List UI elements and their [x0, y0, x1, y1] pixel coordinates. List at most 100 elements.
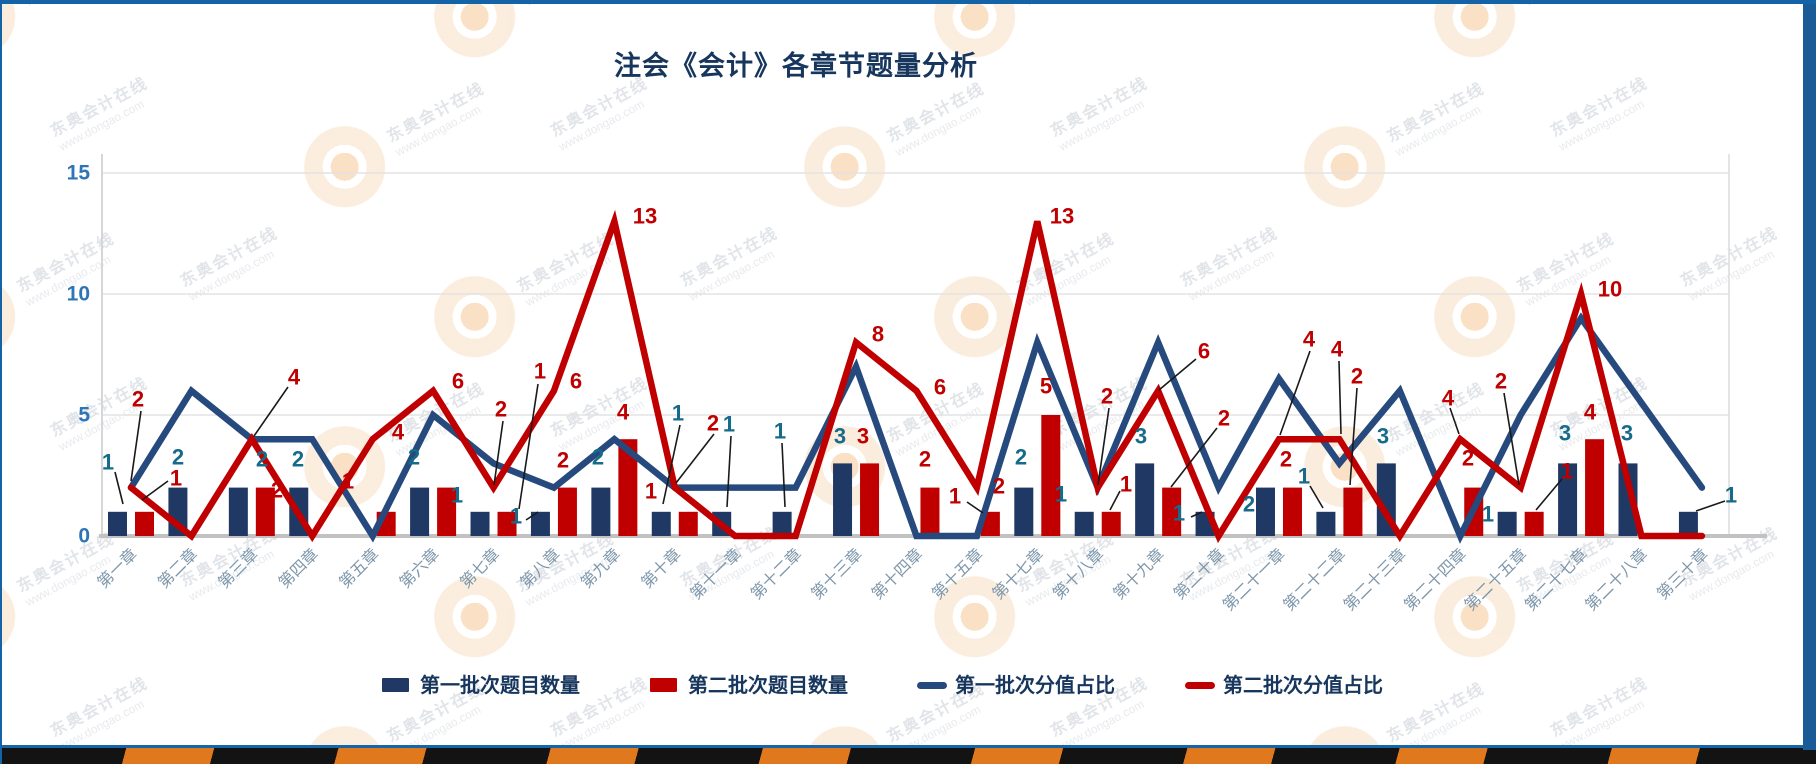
- data-value-label: 13: [1050, 204, 1074, 229]
- data-value-label: 2: [557, 448, 569, 473]
- legend-item-4[interactable]: 第二批次分值占比: [1185, 673, 1383, 697]
- annotation-leader-line: [493, 420, 504, 486]
- data-value-label: 1: [774, 419, 786, 444]
- data-value-label: 1: [451, 483, 463, 508]
- y-axis-tick-label: 0: [78, 525, 90, 548]
- x-axis-tick-label: 第十五章: [929, 545, 987, 603]
- data-value-label: 3: [1559, 421, 1571, 446]
- annotation-leader-line: [1097, 407, 1110, 486]
- data-value-label: 4: [617, 400, 630, 425]
- data-value-label: 3: [857, 424, 869, 449]
- data-value-label: 2: [993, 474, 1005, 499]
- y-axis-tick-label: 5: [78, 404, 90, 427]
- legend-label: 第二批次题目数量: [688, 673, 848, 697]
- x-axis-tick-label: 第五章: [336, 545, 383, 592]
- bar-batch1: [833, 463, 853, 536]
- data-value-label: 1: [102, 450, 114, 475]
- data-value-label: 6: [934, 375, 946, 400]
- data-value-label: 3: [1377, 424, 1389, 449]
- bar-batch1: [1074, 511, 1094, 536]
- legend-line-swatch: [1185, 682, 1215, 689]
- legend-label: 第一批次分值占比: [955, 673, 1115, 697]
- annotation-leader-line: [726, 435, 732, 508]
- legend-item-3[interactable]: 第一批次分值占比: [917, 673, 1115, 697]
- y-axis-tick-label: 10: [67, 283, 90, 306]
- right-border: [1803, 4, 1816, 750]
- data-value-label: 1: [510, 504, 522, 529]
- annotation-leader-line: [1170, 427, 1218, 488]
- legend-label: 第二批次分值占比: [1223, 673, 1383, 697]
- annotation-leader-line: [114, 471, 124, 505]
- bar-batch2: [497, 511, 517, 536]
- data-value-label: 2: [1243, 492, 1255, 517]
- bar-batch1: [651, 511, 671, 536]
- bar-batch1: [530, 511, 550, 536]
- x-axis-tick-label: 第二十二章: [1280, 545, 1349, 614]
- data-value-label: 2: [271, 478, 283, 503]
- x-axis-tick-label: 第十八章: [1050, 545, 1108, 603]
- annotation-leader-line: [1449, 407, 1460, 435]
- legend-bar-swatch: [382, 678, 409, 692]
- bar-batch2: [437, 487, 457, 536]
- annotation-leader-line: [1279, 350, 1311, 436]
- data-value-label: 4: [288, 365, 301, 390]
- x-axis-tick-label: 第三十章: [1654, 545, 1712, 603]
- bar-batch2: [618, 439, 638, 536]
- bar-batch2: [255, 487, 275, 536]
- bar-batch2: [860, 463, 880, 536]
- data-value-label: 2: [132, 387, 144, 412]
- x-axis-tick-label: 第十三章: [808, 545, 866, 603]
- data-value-label: 1: [1173, 501, 1185, 526]
- bar-batch2: [1162, 487, 1182, 536]
- data-value-label: 4: [1303, 327, 1316, 352]
- bar-batch2: [557, 487, 577, 536]
- data-value-label: 1: [672, 401, 684, 426]
- data-value-label: 10: [1598, 277, 1622, 302]
- bar-batch1: [1316, 511, 1336, 536]
- legend-item-1[interactable]: 第一批次题目数量: [382, 673, 580, 697]
- bottom-decorative-band: [2, 745, 1816, 764]
- bar-batch1: [1135, 463, 1155, 536]
- x-axis-tick-label: 第四章: [275, 545, 322, 592]
- data-value-label: 1: [645, 479, 657, 504]
- data-value-label: 1: [1561, 459, 1573, 484]
- data-value-label: 2: [1101, 384, 1113, 409]
- data-value-label: 2: [1015, 445, 1027, 470]
- annotation-leader-line: [1503, 392, 1520, 486]
- bar-batch1: [772, 511, 792, 536]
- bar-batch2: [1101, 511, 1121, 536]
- data-value-label: 1: [170, 466, 182, 491]
- x-axis-tick-label: 第十二章: [747, 545, 805, 603]
- x-axis-tick-label: 第六章: [396, 545, 443, 592]
- annotation-leader-line: [1109, 490, 1121, 511]
- bar-batch1: [591, 487, 611, 536]
- data-value-label: 3: [834, 424, 846, 449]
- bar-batch2: [1041, 415, 1061, 536]
- x-axis-tick-label: 第二章: [155, 545, 202, 592]
- bar-batch2: [1585, 439, 1605, 536]
- annotation-leader-line: [518, 383, 539, 510]
- annotation-leader-line: [662, 424, 681, 505]
- annotation-leader-line: [675, 433, 715, 484]
- data-value-label: 2: [1218, 406, 1230, 431]
- x-axis-tick-label: 第二十四章: [1401, 545, 1470, 614]
- bar-batch1: [108, 511, 127, 536]
- data-value-label: 2: [1351, 364, 1363, 389]
- data-value-label: 4: [1331, 337, 1344, 362]
- bar-batch1: [470, 511, 490, 536]
- x-axis-tick-label: 第二十一章: [1220, 545, 1289, 614]
- data-value-label: 6: [1198, 339, 1210, 364]
- data-value-label: 2: [1280, 447, 1292, 472]
- bar-batch1: [1255, 487, 1275, 536]
- legend-item-2[interactable]: 第二批次题目数量: [650, 673, 848, 697]
- annotation-leader-line: [253, 386, 289, 437]
- bar-batch2: [1524, 511, 1544, 536]
- data-value-label: 1: [1120, 472, 1132, 497]
- data-value-label: 2: [1462, 446, 1474, 471]
- x-axis-tick-label: 第二十五章: [1461, 545, 1530, 614]
- data-value-label: 2: [919, 447, 931, 472]
- x-axis-tick-label: 第十九章: [1110, 545, 1168, 603]
- x-axis-tick-label: 第二十八章: [1582, 545, 1651, 614]
- annotation-leader-line: [141, 480, 169, 501]
- x-axis-tick-label: 第八章: [517, 545, 564, 592]
